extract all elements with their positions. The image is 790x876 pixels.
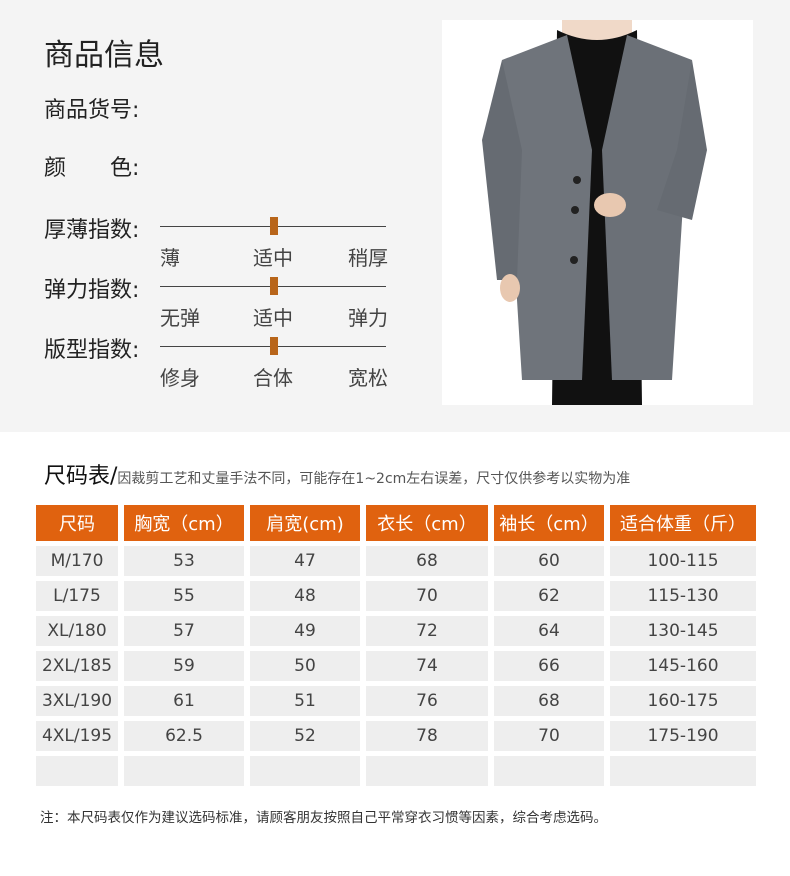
table-cell: 66 bbox=[494, 651, 604, 681]
table-cell: 70 bbox=[366, 581, 488, 611]
section-title: 商品信息 bbox=[44, 38, 164, 73]
table-cell: 48 bbox=[250, 581, 360, 611]
table-cell: 70 bbox=[494, 721, 604, 751]
scale-right-label: 弹力 bbox=[348, 306, 388, 330]
table-cell: 2XL/185 bbox=[36, 651, 118, 681]
table-cell: 78 bbox=[366, 721, 488, 751]
table-cell: 52 bbox=[250, 721, 360, 751]
table-cell bbox=[494, 756, 604, 786]
table-cell: 72 bbox=[366, 616, 488, 646]
index-marker bbox=[270, 337, 278, 355]
table-cell: 51 bbox=[250, 686, 360, 716]
table-cell: 68 bbox=[366, 546, 488, 576]
table-cell: 57 bbox=[124, 616, 244, 646]
size-chart-disclaimer: 因裁剪工艺和丈量手法不同，可能存在1~2cm左右误差，尺寸仅供参考以实物为准 bbox=[117, 471, 631, 487]
table-cell: 130-145 bbox=[610, 616, 756, 646]
column-header: 肩宽(cm) bbox=[250, 505, 360, 541]
table-cell: 62 bbox=[494, 581, 604, 611]
table-cell bbox=[366, 756, 488, 786]
table-row bbox=[36, 756, 756, 786]
table-cell: XL/180 bbox=[36, 616, 118, 646]
table-row: 2XL/185 59 50 74 66 145-160 bbox=[36, 651, 756, 681]
table-cell: 49 bbox=[250, 616, 360, 646]
table-cell: 62.5 bbox=[124, 721, 244, 751]
index-scale bbox=[160, 337, 386, 355]
table-row: 4XL/195 62.5 52 78 70 175-190 bbox=[36, 721, 756, 751]
size-chart-title: 尺码表/因裁剪工艺和丈量手法不同，可能存在1~2cm左右误差，尺寸仅供参考以实物… bbox=[44, 464, 631, 489]
scale-mid-label: 合体 bbox=[253, 366, 293, 390]
product-photo bbox=[442, 20, 753, 405]
table-cell: 61 bbox=[124, 686, 244, 716]
table-cell: 53 bbox=[124, 546, 244, 576]
table-cell bbox=[250, 756, 360, 786]
scale-left-label: 修身 bbox=[160, 366, 200, 390]
table-row: L/175 55 48 70 62 115-130 bbox=[36, 581, 756, 611]
table-cell: 115-130 bbox=[610, 581, 756, 611]
table-cell: 68 bbox=[494, 686, 604, 716]
column-header: 尺码 bbox=[36, 505, 118, 541]
table-cell bbox=[124, 756, 244, 786]
table-row: 3XL/190 61 51 76 68 160-175 bbox=[36, 686, 756, 716]
table-cell: L/175 bbox=[36, 581, 118, 611]
column-header: 适合体重（斤） bbox=[610, 505, 756, 541]
table-cell: 3XL/190 bbox=[36, 686, 118, 716]
table-cell: 47 bbox=[250, 546, 360, 576]
index-marker bbox=[270, 217, 278, 235]
size-table: 尺码 胸宽（cm） 肩宽(cm) 衣长（cm） 袖长（cm） 适合体重（斤） M/170 5… bbox=[30, 500, 762, 791]
table-cell bbox=[610, 756, 756, 786]
color-label: 颜 色: bbox=[44, 156, 140, 181]
index-label: 版型指数: bbox=[44, 338, 140, 363]
index-marker bbox=[270, 277, 278, 295]
index-label: 弹力指数: bbox=[44, 278, 140, 303]
table-cell: 145-160 bbox=[610, 651, 756, 681]
table-cell: 64 bbox=[494, 616, 604, 646]
table-cell: 74 bbox=[366, 651, 488, 681]
table-cell: 160-175 bbox=[610, 686, 756, 716]
scale-mid-label: 适中 bbox=[253, 306, 293, 330]
index-scale bbox=[160, 217, 386, 235]
table-cell: 60 bbox=[494, 546, 604, 576]
item-number-label: 商品货号: bbox=[44, 98, 140, 123]
table-cell: 175-190 bbox=[610, 721, 756, 751]
table-cell: 4XL/195 bbox=[36, 721, 118, 751]
table-cell: 100-115 bbox=[610, 546, 756, 576]
column-header: 胸宽（cm） bbox=[124, 505, 244, 541]
column-header: 衣长（cm） bbox=[366, 505, 488, 541]
table-row: XL/180 57 49 72 64 130-145 bbox=[36, 616, 756, 646]
index-label: 厚薄指数: bbox=[44, 218, 140, 243]
table-cell: 55 bbox=[124, 581, 244, 611]
scale-right-label: 宽松 bbox=[348, 366, 388, 390]
scale-mid-label: 适中 bbox=[253, 246, 293, 270]
table-cell: M/170 bbox=[36, 546, 118, 576]
table-cell: 50 bbox=[250, 651, 360, 681]
scale-right-label: 稍厚 bbox=[348, 246, 388, 270]
size-note: 注：本尺码表仅作为建议选码标准，请顾客朋友按照自己平常穿衣习惯等因素，综合考虑选… bbox=[40, 810, 607, 826]
scale-left-label: 薄 bbox=[160, 246, 180, 270]
column-header: 袖长（cm） bbox=[494, 505, 604, 541]
index-scale bbox=[160, 277, 386, 295]
table-row: M/170 53 47 68 60 100-115 bbox=[36, 546, 756, 576]
table-cell bbox=[36, 756, 118, 786]
scale-left-label: 无弹 bbox=[160, 306, 200, 330]
table-cell: 59 bbox=[124, 651, 244, 681]
table-cell: 76 bbox=[366, 686, 488, 716]
